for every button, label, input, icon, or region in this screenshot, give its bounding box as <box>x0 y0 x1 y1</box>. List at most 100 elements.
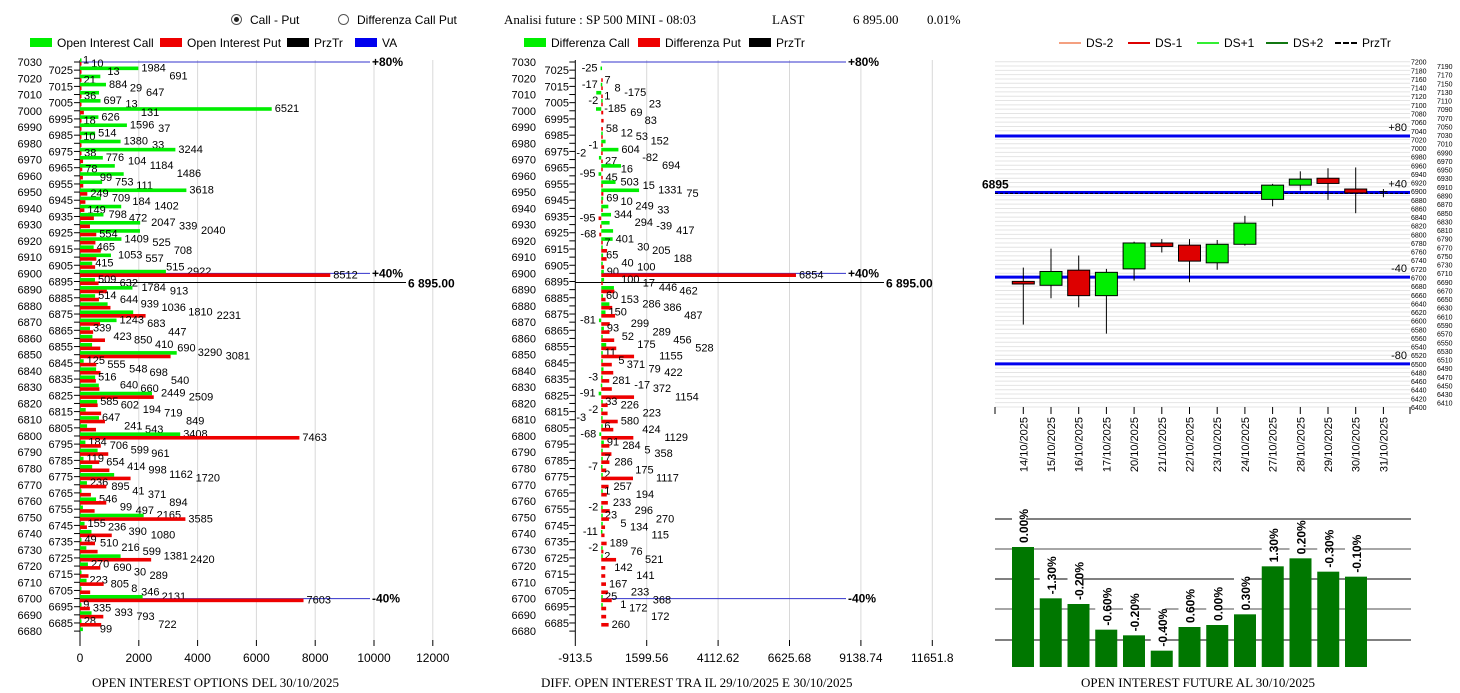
strike-label: 6695 <box>545 602 569 614</box>
strike-label: 6715 <box>49 569 73 581</box>
call-bar-label: -3 <box>588 371 598 383</box>
y-tick-label-secondary: 7010 <box>1437 142 1453 149</box>
y-tick-label-secondary: 6930 <box>1437 176 1453 183</box>
x-tick-label: 11651.8 <box>911 651 954 665</box>
put-bar <box>80 362 97 367</box>
call-bar-label: 1 <box>620 599 626 611</box>
strike-label: 6900 <box>18 268 42 280</box>
put-bar-label: 1 <box>604 91 610 103</box>
put-bar <box>601 622 609 627</box>
strike-label: 6705 <box>49 585 73 597</box>
call-bar-label: 249 <box>635 201 653 213</box>
call-bar <box>601 448 603 453</box>
y-tick-label-secondary: 7090 <box>1437 107 1453 114</box>
strike-label: 7020 <box>512 73 536 85</box>
call-bar <box>80 221 141 225</box>
strike-label: 6935 <box>545 211 569 223</box>
strike-label: 6790 <box>18 447 42 459</box>
put-bar-label: 335 <box>93 603 111 615</box>
strike-label: 6680 <box>512 626 536 638</box>
y-tick-label: 7100 <box>1411 103 1427 110</box>
put-bar <box>80 492 91 497</box>
put-bar-label: 7 <box>604 237 610 249</box>
call-bar <box>601 326 604 331</box>
future-bar <box>1345 576 1367 667</box>
call-bar <box>601 131 603 136</box>
call-bar-label: 647 <box>146 87 164 99</box>
future-bar-label: -0.60% <box>1100 587 1114 625</box>
put-bar <box>601 338 615 343</box>
date-label: 24/10/2025 <box>1240 417 1252 472</box>
put-bar-label: 510 <box>100 538 118 550</box>
put-bar-label: 260 <box>612 619 630 631</box>
y-tick-label: 6440 <box>1411 388 1427 395</box>
put-bar-label: 223 <box>643 408 661 420</box>
put-bar-label: 895 <box>111 481 129 493</box>
strike-label: 6740 <box>512 529 536 541</box>
put-bar <box>80 78 82 82</box>
put-bar-label: 75 <box>686 188 698 200</box>
strike-label: 6705 <box>545 585 569 597</box>
strike-label: 7025 <box>545 65 569 77</box>
future-bar-label: -1.30% <box>1045 556 1059 594</box>
y-tick-label: 7200 <box>1411 60 1427 67</box>
put-bar-label: -95 <box>580 212 596 224</box>
call-bar-label: 33 <box>605 396 617 408</box>
put-bar <box>601 151 603 156</box>
put-bar-label: 525 <box>152 237 170 249</box>
put-bar <box>80 501 107 505</box>
future-bar-label: 0.20% <box>1295 520 1309 554</box>
call-bar <box>601 407 603 412</box>
strike-label: 6805 <box>545 423 569 435</box>
call-bar <box>80 58 82 62</box>
call-bar-label: 410 <box>155 339 173 351</box>
call-bar <box>80 424 88 428</box>
call-bar <box>80 139 121 144</box>
strike-label: 6745 <box>545 520 569 532</box>
future-bar-label: 0.30% <box>1239 576 1253 610</box>
put-bar <box>601 257 607 261</box>
put-bar-label: 3585 <box>188 513 212 525</box>
y-tick-label: 7060 <box>1411 120 1427 127</box>
radio-call-put[interactable] <box>231 14 242 25</box>
put-bar-label: 281 <box>612 375 630 387</box>
strike-label: 6845 <box>49 358 73 370</box>
radio-differenza-label[interactable]: Differenza Call Put <box>357 13 457 27</box>
call-bar-label: 1486 <box>177 168 201 180</box>
put-bar <box>601 265 605 269</box>
radio-differenza[interactable] <box>338 14 349 25</box>
y-tick-label-secondary: 6530 <box>1437 349 1453 356</box>
strike-label: 6745 <box>49 520 73 532</box>
put-bar-label: 134 <box>630 521 648 533</box>
put-bar-label: 654 <box>106 456 124 468</box>
put-bar <box>80 444 101 448</box>
va-label: +80% <box>848 55 879 69</box>
call-bar-label: 1 <box>83 54 89 66</box>
y-tick-label: 6540 <box>1411 345 1427 352</box>
y-tick-label-secondary: 6650 <box>1437 297 1453 304</box>
call-bar-label: 1810 <box>188 306 212 318</box>
call-bar <box>80 196 101 201</box>
put-bar <box>80 314 146 318</box>
radio-call-put-label[interactable]: Call - Put <box>250 13 300 27</box>
call-bar <box>80 407 86 412</box>
y-tick-label-secondary: 6570 <box>1437 332 1453 339</box>
put-bar-label: 104 <box>128 156 146 168</box>
put-bar <box>601 208 603 212</box>
put-bar <box>80 127 82 131</box>
strike-label: 7025 <box>49 65 73 77</box>
put-bar <box>601 492 607 497</box>
strike-label: 6805 <box>49 423 73 435</box>
strike-label: 6760 <box>512 496 536 508</box>
call-bar-label: 194 <box>143 404 161 416</box>
strike-label: 6965 <box>49 163 73 175</box>
strike-label: 6825 <box>49 390 73 402</box>
strike-label: 6880 <box>512 301 536 313</box>
put-bar-label: 913 <box>170 286 188 298</box>
strike-label: 6890 <box>18 285 42 297</box>
call-bar <box>600 529 603 534</box>
call-bar-label: 1409 <box>124 233 148 245</box>
strike-label: 6875 <box>545 309 569 321</box>
x-tick-label: 4000 <box>184 651 211 665</box>
call-bar <box>80 562 88 567</box>
